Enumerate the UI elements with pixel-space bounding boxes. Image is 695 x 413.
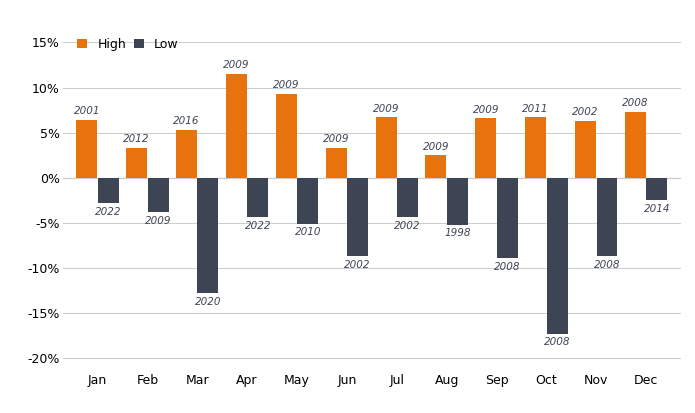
Bar — [397, 178, 418, 218]
Legend: High, Low: High, Low — [75, 35, 181, 53]
Bar — [347, 178, 368, 256]
Text: 2022: 2022 — [245, 221, 271, 231]
Bar — [176, 130, 197, 178]
Bar — [425, 155, 446, 178]
Bar — [147, 178, 169, 212]
Text: 2011: 2011 — [523, 104, 549, 114]
Text: 2012: 2012 — [124, 134, 150, 145]
Text: 2009: 2009 — [323, 134, 350, 145]
Bar — [447, 178, 468, 225]
Text: 2010: 2010 — [295, 228, 321, 237]
Text: 2009: 2009 — [273, 80, 300, 90]
Text: 2009: 2009 — [145, 216, 172, 225]
Text: 2022: 2022 — [95, 206, 122, 217]
Bar — [646, 178, 667, 200]
Text: 2008: 2008 — [594, 260, 620, 270]
Bar — [575, 121, 596, 178]
Bar — [625, 112, 646, 178]
Text: 2009: 2009 — [473, 104, 499, 114]
Bar — [276, 94, 297, 178]
Text: 2009: 2009 — [223, 60, 250, 70]
Text: 2016: 2016 — [173, 116, 199, 126]
Text: 2008: 2008 — [494, 262, 521, 272]
Bar — [475, 118, 496, 178]
Text: 2008: 2008 — [622, 98, 648, 108]
Text: 2008: 2008 — [544, 337, 571, 347]
Text: 2002: 2002 — [572, 107, 599, 117]
Bar — [226, 74, 247, 178]
Text: 2002: 2002 — [394, 221, 420, 231]
Bar — [197, 178, 218, 293]
Bar — [525, 117, 546, 178]
Bar — [547, 178, 568, 334]
Text: 2020: 2020 — [195, 297, 221, 307]
Bar — [126, 148, 147, 178]
Text: 2014: 2014 — [644, 204, 670, 214]
Bar — [596, 178, 617, 256]
Bar — [375, 117, 397, 178]
Text: 2009: 2009 — [373, 104, 400, 114]
Text: 1998: 1998 — [444, 228, 471, 238]
Bar — [326, 148, 347, 178]
Text: 2002: 2002 — [344, 260, 371, 270]
Bar — [76, 120, 97, 178]
Text: 2009: 2009 — [423, 142, 449, 152]
Bar — [98, 178, 119, 203]
Bar — [497, 178, 518, 258]
Bar — [247, 178, 268, 218]
Bar — [297, 178, 318, 224]
Text: 2001: 2001 — [74, 107, 100, 116]
